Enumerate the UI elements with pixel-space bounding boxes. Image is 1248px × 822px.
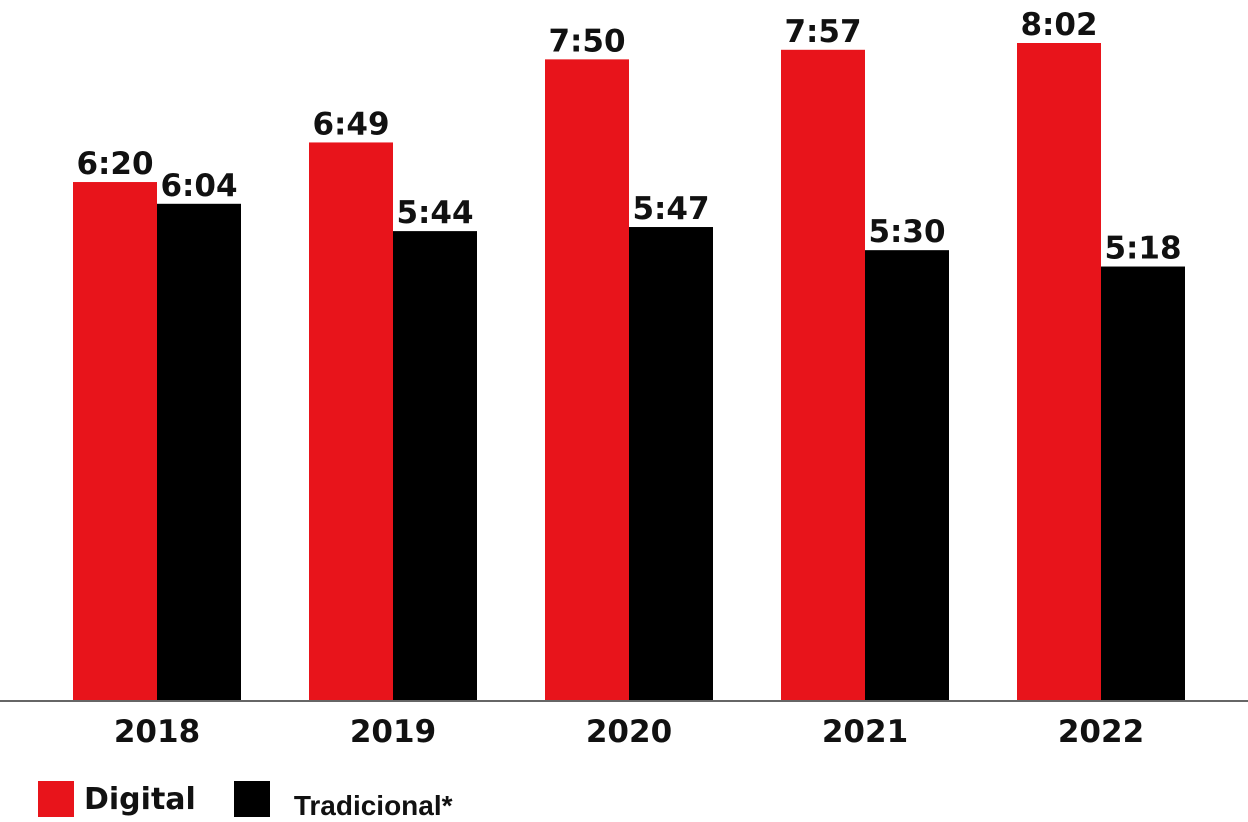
legend-swatch-digital <box>38 781 74 817</box>
value-label-tradicional-2021: 5:30 <box>868 214 945 250</box>
bar-tradicional-2018 <box>157 203 241 700</box>
bars-group <box>73 43 1185 701</box>
value-label-tradicional-2019: 5:44 <box>396 195 473 231</box>
legend-swatch-tradicional <box>233 781 270 817</box>
legend-label-tradicional: Tradicional* <box>293 790 453 821</box>
legend: Digital Tradicional* <box>38 776 453 822</box>
x-tick-label-2019: 2019 <box>350 714 436 750</box>
value-label-digital-2020: 7:50 <box>548 23 625 59</box>
bar-digital-2018 <box>73 182 157 701</box>
bar-tradicional-2022 <box>1101 266 1185 700</box>
x-tick-label-2020: 2020 <box>586 714 672 750</box>
value-label-tradicional-2018: 6:04 <box>160 168 237 204</box>
value-label-digital-2019: 6:49 <box>312 106 389 142</box>
value-label-tradicional-2022: 5:18 <box>1104 231 1181 267</box>
legend-item-digital: Digital <box>38 781 196 817</box>
bar-digital-2019 <box>309 142 393 701</box>
x-tick-label-2021: 2021 <box>822 714 908 750</box>
legend-item-tradicional: Tradicional* <box>233 776 453 822</box>
bar-tradicional-2021 <box>865 250 949 700</box>
bar-tradicional-2019 <box>393 231 477 700</box>
value-label-tradicional-2020: 5:47 <box>632 191 709 227</box>
value-label-digital-2022: 8:02 <box>1020 7 1097 43</box>
bar-digital-2021 <box>781 49 865 700</box>
x-tick-label-2022: 2022 <box>1058 714 1144 750</box>
x-tick-label-2018: 2018 <box>114 714 200 750</box>
value-labels-group: 6:206:04 6:49 5:44 7:50 5:47 7:57 5:30 8:02 5:18 <box>76 7 1181 267</box>
value-label-digital-2018: 6:20 <box>76 146 153 182</box>
value-label-digital-2021: 7:57 <box>784 14 861 50</box>
legend-label-digital: Digital <box>84 781 196 817</box>
bar-tradicional-2020 <box>629 227 713 700</box>
x-tick-labels-group: 2018 2019 2020 2021 2022 <box>114 714 1144 750</box>
bar-chart: 6:206:04 6:49 5:44 7:50 5:47 7:57 5:30 8:02 5:18… <box>0 7 1248 750</box>
bar-digital-2020 <box>545 59 629 700</box>
bar-digital-2022 <box>1017 43 1101 700</box>
